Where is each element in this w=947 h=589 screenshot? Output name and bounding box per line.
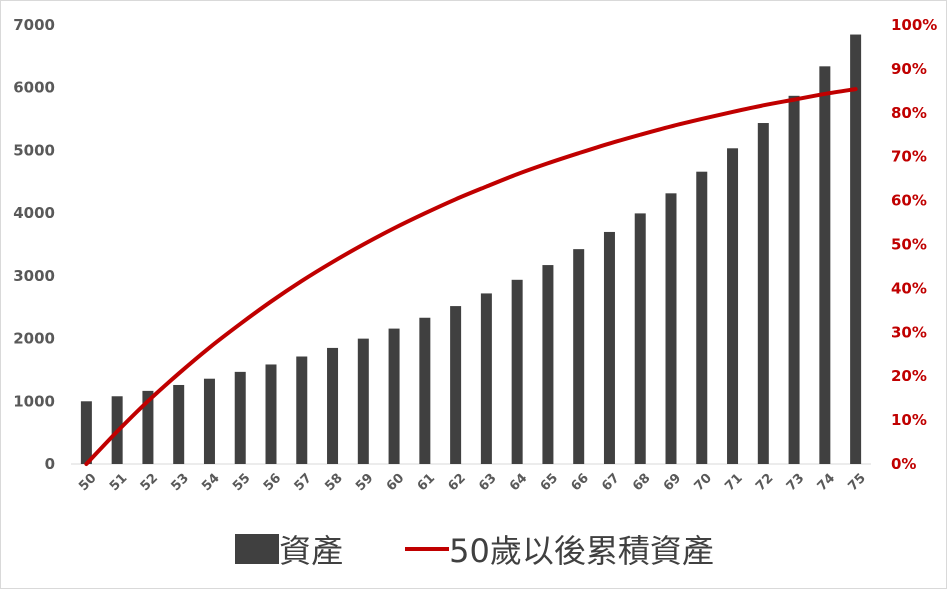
x-axis-tick-label: 72 [753,471,776,494]
combo-chart: 0 1000 2000 3000 4000 5000 6000 7000 0% 10% 20% 30%… [13,16,937,494]
bar [357,338,369,464]
left-axis-tick-label: 6000 [13,79,55,97]
right-axis-tick-label: 40% [891,279,927,297]
right-axis-tick-label: 20% [891,367,927,385]
right-axis-tick-label: 50% [891,236,927,254]
bar [511,279,523,464]
x-axis-tick-label: 61 [415,471,438,494]
cumulative-assets-line [84,87,858,466]
x-axis-tick-label: 75 [845,471,868,494]
bar [603,231,615,464]
bar [850,34,862,465]
left-axis-tick-label: 3000 [13,267,55,285]
right-axis-tick-label: 70% [891,148,927,166]
right-axis-tick-label: 100% [891,16,937,34]
x-axis-tick-label: 55 [230,471,253,494]
bar [388,328,400,464]
bar [265,364,277,464]
legend-bar-swatch [235,534,280,564]
bar [757,123,769,464]
bar [173,384,185,464]
legend-label-assets: 資產 [279,532,344,570]
legend: 資產 50歲以後累積資產 [1,521,947,577]
x-axis-tick-label: 74 [815,471,838,494]
x-axis-tick-label: 63 [476,471,499,494]
bar [203,378,215,464]
right-axis-tick-label: 80% [891,104,927,122]
x-axis-tick-label: 51 [107,471,130,494]
x-axis-tick-label: 53 [169,471,192,494]
right-axis-tick-label: 0% [891,455,916,473]
bar [819,66,831,465]
left-axis-tick-label: 4000 [13,204,55,222]
legend-item-assets: 資產 [235,526,343,572]
x-axis-tick-label: 56 [261,471,284,494]
x-axis-tick-label: 62 [445,471,468,494]
x-axis-tick-label: 52 [138,471,161,494]
x-axis-tick-label: 68 [630,471,653,494]
legend-item-cumulative: 50歲以後累積資產 [405,526,714,572]
bar [450,306,462,464]
x-axis-tick-label: 59 [353,471,376,494]
left-axis-tick-label: 0 [45,455,55,473]
bar [327,347,339,464]
left-axis-tick-label: 2000 [13,330,55,348]
x-axis-tick-label: 67 [599,471,622,494]
right-axis-tick-label: 10% [891,411,927,429]
x-axis-tick-label: 69 [661,471,684,494]
x-axis-tick-label: 50 [76,471,99,494]
bar [665,193,677,465]
bar [727,148,739,465]
bar [80,401,92,464]
x-axis-tick-label: 66 [569,471,592,494]
legend-label-cumulative: 50歲以後累積資產 [449,532,714,570]
x-axis-tick-label: 60 [384,471,407,494]
legend-line-swatch [405,547,450,551]
x-axis-tick-label: 73 [784,471,807,494]
left-axis-tick-label: 7000 [13,16,55,34]
x-axis-tick-label: 71 [722,471,745,494]
bar [788,95,800,464]
bar [419,317,431,464]
left-axis-tick-label: 1000 [13,392,55,410]
x-axis-tick-label: 54 [199,471,222,494]
bar [296,356,308,464]
x-axis-tick-label: 64 [507,471,530,494]
bar [634,213,646,464]
bar [573,249,585,464]
bar [542,265,554,464]
bar [480,293,492,464]
x-axis-tick-label: 65 [538,471,561,494]
bar [234,371,246,464]
right-axis-tick-label: 90% [891,60,927,78]
right-axis-tick-label: 60% [891,192,927,210]
left-axis-tick-label: 5000 [13,141,55,159]
x-axis-tick-label: 57 [292,471,315,494]
x-axis-tick-label: 70 [692,471,715,494]
bar [696,171,708,464]
bar [142,390,154,464]
x-axis-tick-label: 58 [322,471,345,494]
right-axis-tick-label: 30% [891,323,927,341]
